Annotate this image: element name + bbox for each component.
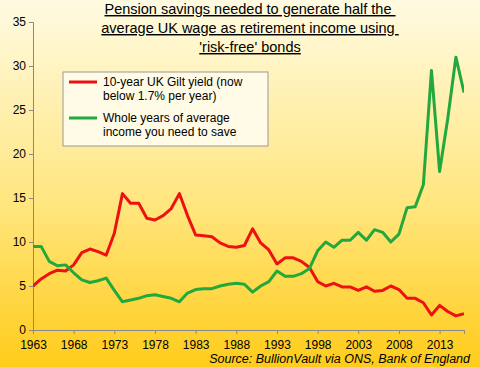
tick-label: 20: [13, 147, 27, 161]
tick-label: 35: [13, 15, 27, 29]
tick-label: 2008: [386, 338, 413, 352]
tick-mark: [29, 242, 33, 243]
tick-label: 25: [13, 103, 27, 117]
tick-mark: [29, 22, 33, 23]
tick-mark: [399, 330, 400, 334]
tick-mark: [29, 198, 33, 199]
tick-mark: [440, 330, 441, 334]
tick: 10: [13, 235, 33, 249]
text-line: 10-year UK Gilt yield (now: [103, 75, 246, 89]
tick: 25: [13, 103, 33, 117]
tick: 1968: [61, 330, 88, 352]
tick-mark: [196, 330, 197, 334]
tick-mark: [29, 154, 33, 155]
tick-label: 1983: [183, 338, 210, 352]
tick-mark: [114, 330, 115, 334]
legend-label: Whole years of average income you need t…: [103, 111, 237, 139]
tick-label: 1963: [20, 338, 47, 352]
tick-mark: [277, 330, 278, 334]
background: [0, 0, 480, 367]
tick: 1998: [305, 330, 332, 352]
tick-label: 30: [13, 59, 27, 73]
tick-label: 5: [19, 279, 26, 293]
tick-label: 2003: [345, 338, 372, 352]
tick: 2013: [427, 330, 454, 352]
tick-label: 1978: [142, 338, 169, 352]
lines: [33, 57, 464, 316]
tick-mark: [29, 66, 33, 67]
axis-line: [34, 331, 465, 335]
tick: 1978: [142, 330, 169, 352]
legend-swatch: [69, 117, 97, 120]
tick: 2008: [386, 330, 413, 352]
tick-label: 1998: [305, 338, 332, 352]
tick: 1988: [223, 330, 250, 352]
tick-label: 1993: [264, 338, 291, 352]
tick: 1973: [101, 330, 128, 352]
tick-mark: [74, 330, 75, 334]
text-line: income you need to save: [103, 125, 237, 139]
source: Source: BullionVault via ONS, Bank of En…: [209, 352, 471, 366]
title: Pension savings needed to generate half …: [101, 1, 398, 55]
tick: 1963: [20, 330, 47, 352]
tick-mark: [236, 330, 237, 334]
tick-mark: [318, 330, 319, 334]
chart: 0510152025303519631968197319781983198819…: [0, 0, 480, 367]
tick: 1983: [183, 330, 210, 352]
tick-mark: [29, 286, 33, 287]
tick-mark: [29, 330, 33, 331]
tick-mark: [358, 330, 359, 334]
axis-line: [29, 23, 34, 331]
y-axis: 0 5 10 15 20 25 30 35: [13, 15, 34, 337]
tick: 35: [13, 15, 33, 29]
tick: 30: [13, 59, 33, 73]
series-line: [33, 194, 464, 316]
tick-mark: [33, 330, 34, 334]
text-line: below 1.7% per year): [103, 89, 216, 103]
legend: 10-year UK Gilt yield (now below 1.7% pe…: [63, 72, 268, 146]
tick-mark: [155, 330, 156, 334]
tick: 2003: [345, 330, 372, 352]
tick-label: 10: [13, 235, 27, 249]
tick: 5: [19, 279, 33, 293]
tick-mark: [29, 110, 33, 111]
tick-label: 1968: [61, 338, 88, 352]
legend-label: 10-year UK Gilt yield (now below 1.7% pe…: [103, 75, 246, 103]
tick: 0: [19, 323, 33, 337]
legend-swatch: [69, 81, 97, 84]
series-line: [33, 57, 464, 302]
text-line: average UK wage as retirement income usi…: [101, 20, 398, 36]
tick-label: 15: [13, 191, 27, 205]
tick: 1993: [264, 330, 291, 352]
text-line: Pension savings needed to generate half …: [104, 1, 395, 17]
plot: 0510152025303519631968197319781983198819…: [13, 15, 465, 352]
x-axis: 1963 1968 1973 1978 1983 1988 1993 1998 2003 2008…: [20, 330, 464, 352]
text-line: Whole years of average: [103, 111, 233, 125]
tick-label: 0: [19, 323, 26, 337]
tick-label: 1973: [101, 338, 128, 352]
tick: 20: [13, 147, 33, 161]
tick-label: 1988: [223, 338, 250, 352]
tick-label: 2013: [427, 338, 454, 352]
tick: 15: [13, 191, 33, 205]
legend-box: [63, 72, 268, 146]
text-line: 'risk-free' bonds: [199, 39, 300, 55]
